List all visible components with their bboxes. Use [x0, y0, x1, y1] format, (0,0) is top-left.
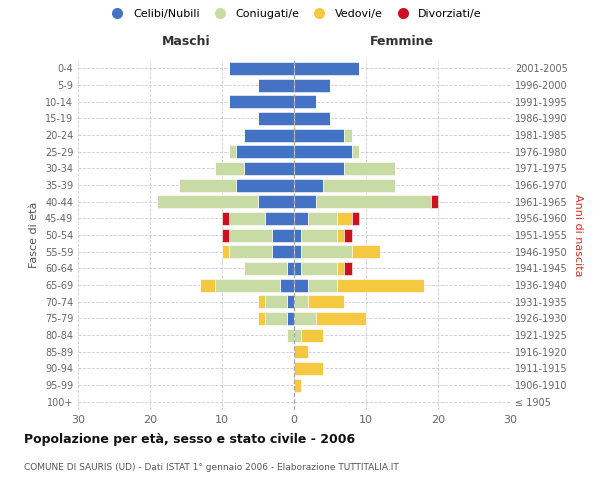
- Bar: [179, 178, 236, 192]
- Bar: [294, 162, 344, 175]
- Y-axis label: Anni di nascita: Anni di nascita: [573, 194, 583, 276]
- Bar: [265, 212, 294, 225]
- Bar: [344, 162, 395, 175]
- Bar: [294, 312, 316, 325]
- Bar: [294, 278, 308, 291]
- Bar: [337, 228, 344, 241]
- Bar: [344, 262, 352, 275]
- Bar: [258, 295, 265, 308]
- Bar: [294, 195, 316, 208]
- Y-axis label: Fasce di età: Fasce di età: [29, 202, 39, 268]
- Bar: [294, 128, 344, 141]
- Bar: [294, 262, 301, 275]
- Bar: [258, 312, 265, 325]
- Bar: [258, 78, 294, 92]
- Bar: [308, 212, 337, 225]
- Bar: [258, 112, 294, 125]
- Bar: [272, 245, 294, 258]
- Text: Femmine: Femmine: [370, 36, 434, 49]
- Bar: [229, 62, 294, 75]
- Bar: [236, 145, 294, 158]
- Bar: [287, 328, 294, 342]
- Bar: [229, 145, 236, 158]
- Bar: [316, 195, 431, 208]
- Bar: [344, 228, 352, 241]
- Text: Maschi: Maschi: [161, 36, 211, 49]
- Bar: [352, 145, 359, 158]
- Bar: [244, 162, 294, 175]
- Bar: [301, 245, 352, 258]
- Bar: [215, 278, 280, 291]
- Bar: [352, 245, 380, 258]
- Bar: [352, 212, 359, 225]
- Bar: [200, 278, 215, 291]
- Bar: [258, 195, 294, 208]
- Bar: [294, 62, 359, 75]
- Bar: [431, 195, 438, 208]
- Bar: [244, 128, 294, 141]
- Bar: [215, 162, 244, 175]
- Bar: [265, 312, 287, 325]
- Bar: [287, 312, 294, 325]
- Bar: [287, 295, 294, 308]
- Bar: [229, 245, 272, 258]
- Bar: [323, 178, 395, 192]
- Bar: [294, 178, 323, 192]
- Bar: [229, 212, 265, 225]
- Bar: [294, 78, 330, 92]
- Bar: [301, 262, 337, 275]
- Bar: [280, 278, 294, 291]
- Text: COMUNE DI SAURIS (UD) - Dati ISTAT 1° gennaio 2006 - Elaborazione TUTTITALIA.IT: COMUNE DI SAURIS (UD) - Dati ISTAT 1° ge…: [24, 462, 399, 471]
- Bar: [222, 212, 229, 225]
- Bar: [294, 212, 308, 225]
- Bar: [294, 378, 301, 392]
- Bar: [316, 312, 366, 325]
- Bar: [229, 95, 294, 108]
- Bar: [294, 145, 352, 158]
- Bar: [294, 95, 316, 108]
- Bar: [244, 262, 287, 275]
- Bar: [222, 228, 229, 241]
- Bar: [294, 362, 323, 375]
- Bar: [337, 278, 424, 291]
- Text: Popolazione per età, sesso e stato civile - 2006: Popolazione per età, sesso e stato civil…: [24, 432, 355, 446]
- Bar: [265, 295, 287, 308]
- Bar: [222, 245, 229, 258]
- Bar: [229, 228, 272, 241]
- Bar: [308, 278, 337, 291]
- Bar: [337, 212, 352, 225]
- Bar: [294, 228, 301, 241]
- Legend: Celibi/Nubili, Coniugati/e, Vedovi/e, Divorziati/e: Celibi/Nubili, Coniugati/e, Vedovi/e, Di…: [102, 4, 486, 23]
- Bar: [294, 328, 301, 342]
- Bar: [301, 328, 323, 342]
- Bar: [294, 112, 330, 125]
- Bar: [294, 245, 301, 258]
- Bar: [301, 228, 337, 241]
- Bar: [294, 295, 308, 308]
- Bar: [344, 128, 352, 141]
- Bar: [308, 295, 344, 308]
- Bar: [287, 262, 294, 275]
- Bar: [236, 178, 294, 192]
- Bar: [272, 228, 294, 241]
- Bar: [294, 345, 308, 358]
- Bar: [157, 195, 258, 208]
- Bar: [337, 262, 344, 275]
